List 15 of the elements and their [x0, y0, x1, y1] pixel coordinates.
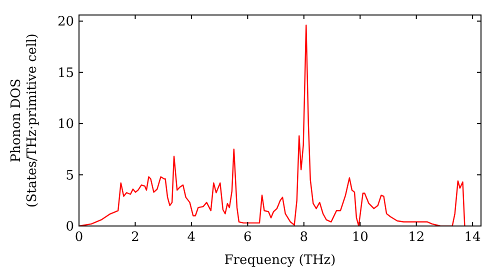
x-tick-label: 6	[244, 230, 252, 245]
y-tick-label: 15	[57, 66, 74, 81]
y-tick-label: 0	[66, 220, 74, 234]
x-tick-label: 12	[408, 230, 425, 245]
x-tick-label: 10	[352, 230, 368, 245]
line-series	[79, 24, 466, 226]
y-axis-title: Phonon DOS (States/THz·primitive cell)	[9, 33, 40, 208]
y-tick-label: 10	[57, 117, 74, 132]
y-tick-label: 20	[57, 14, 74, 30]
x-tick-label: 4	[187, 230, 196, 245]
y-tick-label: 5	[66, 168, 74, 184]
x-tick-label: 14	[464, 230, 481, 245]
x-axis-title: Frequency (THz)	[224, 253, 336, 268]
x-tick-label: 2	[131, 230, 140, 245]
x-tick-label: 8	[300, 230, 308, 245]
